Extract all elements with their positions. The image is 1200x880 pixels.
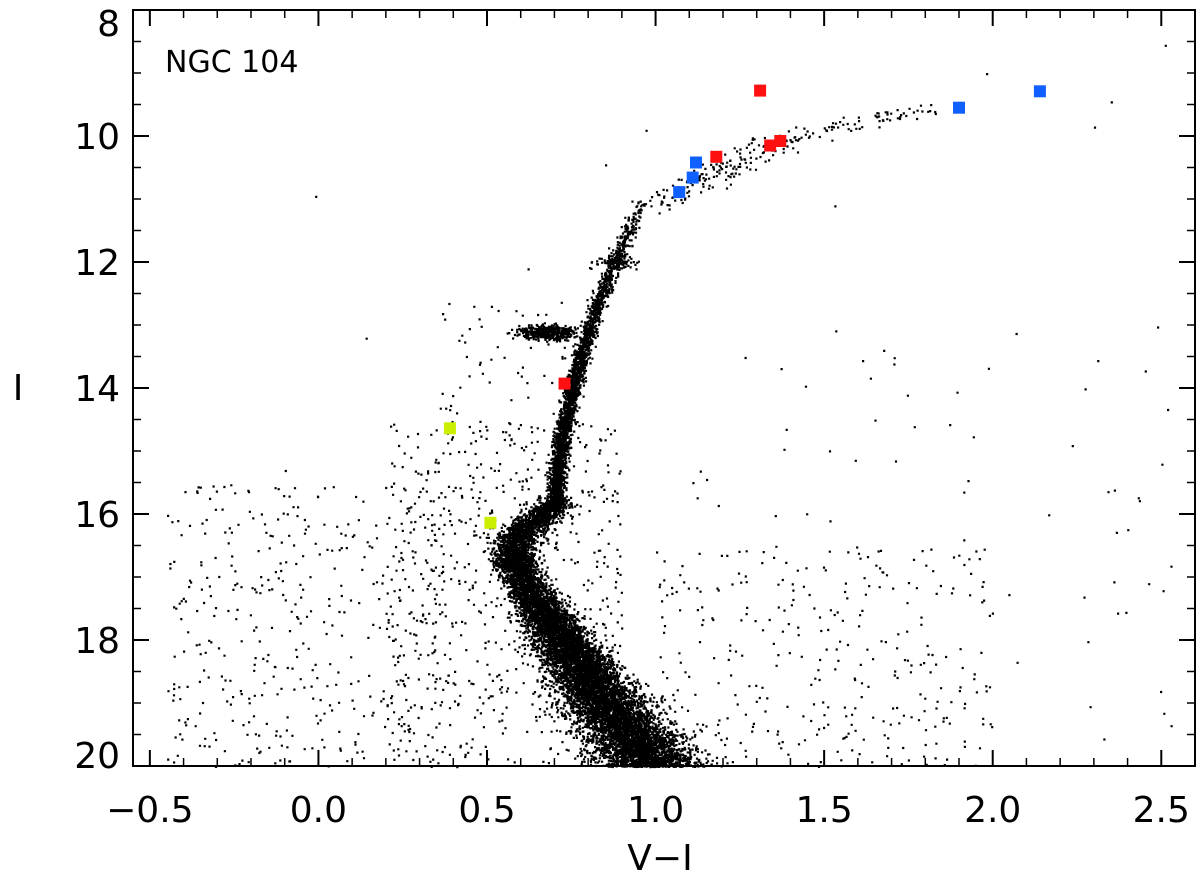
x-axis-ticks: −0.5 0.0 0.5 1.0 1.5 2.0 2.5 bbox=[106, 10, 1190, 831]
highlighted-stars bbox=[443, 84, 1046, 529]
x-tick-label: 1.0 bbox=[627, 790, 684, 831]
y-tick-label: 20 bbox=[74, 736, 120, 777]
red-marker bbox=[558, 377, 571, 390]
plot-frame bbox=[132, 9, 1196, 767]
y-tick-label: 16 bbox=[74, 495, 120, 536]
y-tick-label: 14 bbox=[74, 369, 120, 410]
blue-marker bbox=[686, 171, 699, 184]
blue-marker bbox=[1033, 85, 1046, 98]
blue-marker bbox=[690, 156, 702, 169]
blue-marker bbox=[673, 186, 686, 199]
yellow-marker bbox=[443, 422, 456, 435]
x-tick-label: 2.5 bbox=[1133, 790, 1190, 831]
x-axis-title: V−I bbox=[627, 838, 692, 879]
y-axis-title: I bbox=[13, 368, 24, 409]
y-tick-label: 10 bbox=[74, 117, 120, 158]
y-tick-label: 18 bbox=[74, 621, 120, 662]
x-tick-label: 0.0 bbox=[290, 790, 347, 831]
y-tick-label: 12 bbox=[74, 243, 120, 284]
blue-marker bbox=[953, 101, 965, 114]
x-tick-label: 2.0 bbox=[964, 790, 1021, 831]
y-tick-label: 8 bbox=[97, 4, 120, 45]
x-tick-label: 0.5 bbox=[458, 790, 515, 831]
yellow-marker bbox=[484, 516, 497, 529]
y-axis-ticks: 8 10 12 14 16 18 20 bbox=[74, 4, 1195, 777]
red-marker bbox=[710, 150, 723, 163]
background-stars bbox=[167, 44, 1173, 769]
cluster-annotation: NGC 104 bbox=[165, 45, 298, 80]
red-marker bbox=[764, 139, 777, 152]
red-marker bbox=[774, 135, 787, 147]
x-tick-label: −0.5 bbox=[106, 790, 193, 831]
x-tick-label: 1.5 bbox=[796, 790, 853, 831]
red-marker bbox=[754, 84, 767, 97]
star-points bbox=[167, 44, 1173, 769]
